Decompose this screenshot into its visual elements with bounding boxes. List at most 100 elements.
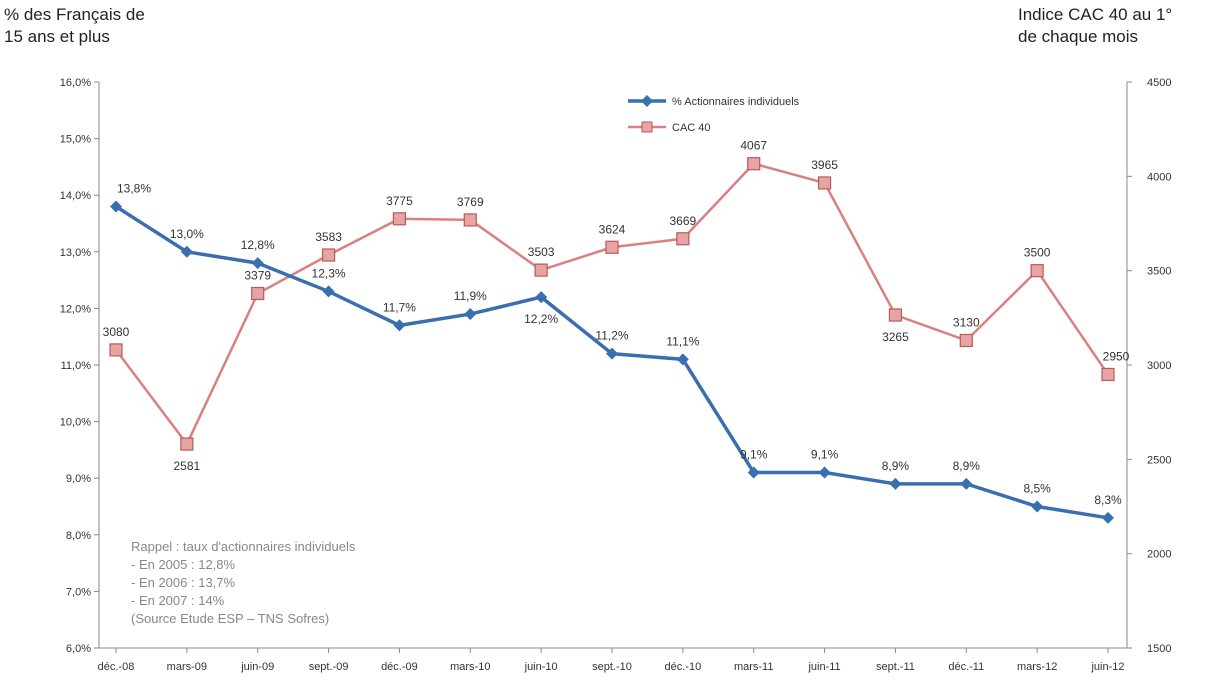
- actionnaires-data-label: 8,9%: [882, 459, 910, 473]
- right-tick-label: 1500: [1147, 643, 1171, 655]
- actionnaires-data-label: 8,3%: [1094, 493, 1122, 507]
- x-tick-label: déc.-09: [381, 661, 418, 673]
- actionnaires-data-label: 11,1%: [666, 334, 699, 348]
- legend-cac40-label: CAC 40: [672, 122, 711, 134]
- right-axis-title-line-2: de chaque mois: [1018, 27, 1139, 46]
- actionnaires-point: [889, 477, 902, 490]
- x-tick-label: juin-10: [524, 661, 558, 673]
- left-tick-label: 13,0%: [60, 247, 91, 259]
- actionnaires-data-label: 13,0%: [170, 227, 204, 241]
- x-tick-label: sept.-11: [876, 661, 915, 673]
- cac40-point: [888, 308, 903, 322]
- x-tick-label: juin-11: [807, 661, 840, 673]
- cac40-point: [747, 157, 761, 171]
- left-tick-label: 7,0%: [66, 586, 91, 598]
- cac40-point: [463, 213, 477, 227]
- left-tick-label: 12,0%: [60, 303, 91, 315]
- cac40-data-label: 3080: [103, 325, 130, 339]
- cac40-data-label: 3669: [670, 214, 697, 228]
- actionnaires-point: [180, 245, 193, 258]
- right-tick-label: 4500: [1147, 77, 1171, 89]
- cac40-point: [392, 212, 407, 226]
- right-tick-label: 3500: [1147, 266, 1171, 278]
- note-line-1: Rappel : taux d'actionnaires individuels: [131, 539, 356, 554]
- left-axis-title-line-2: 15 ans et plus: [4, 27, 110, 46]
- cac40-point: [321, 248, 336, 262]
- cac40-point: [605, 240, 619, 254]
- cac40-data-label: 3379: [244, 268, 271, 282]
- cac40-data-label: 3624: [599, 222, 626, 236]
- cac40-data-label: 2950: [1103, 349, 1130, 363]
- cac40-data-label: 3769: [457, 195, 484, 209]
- right-tick-label: 2000: [1147, 549, 1171, 561]
- actionnaires-point: [464, 308, 477, 321]
- cac40-data-label: 2581: [174, 459, 201, 473]
- actionnaires-point: [322, 285, 335, 298]
- cac40-data-label: 3965: [811, 158, 838, 172]
- x-tick-label: déc.-11: [948, 661, 984, 673]
- x-tick-label: mars-09: [167, 661, 207, 673]
- x-tick-label: sept.-09: [309, 661, 349, 673]
- cac40-data-label: 3583: [315, 230, 342, 244]
- left-tick-label: 6,0%: [66, 643, 91, 655]
- left-tick-label: 16,0%: [60, 77, 91, 89]
- cac40-data-label: 3130: [953, 315, 980, 329]
- left-tick-label: 10,0%: [60, 417, 91, 429]
- cac40-data-label: 3500: [1024, 246, 1051, 260]
- note-line-2: - En 2005 : 12,8%: [131, 557, 236, 572]
- actionnaires-point: [110, 200, 122, 213]
- cac40-point: [676, 232, 690, 246]
- cac40-data-label: 3503: [528, 245, 555, 259]
- actionnaires-point: [1031, 500, 1044, 513]
- x-tick-label: mars-12: [1017, 661, 1057, 673]
- cac40-data-label: 4067: [740, 139, 767, 153]
- cac40-point: [1101, 367, 1115, 382]
- note-line-3: - En 2006 : 13,7%: [131, 575, 236, 590]
- cac40-point: [1030, 264, 1044, 278]
- x-tick-label: mars-10: [450, 661, 490, 673]
- actionnaires-data-label: 8,5%: [1023, 482, 1051, 496]
- cac40-point: [180, 437, 194, 451]
- actionnaires-data-label: 13,8%: [117, 182, 151, 196]
- right-tick-label: 4000: [1147, 171, 1171, 183]
- reminder-note: Rappel : taux d'actionnaires individuels…: [131, 538, 355, 628]
- actionnaires-point: [393, 319, 406, 332]
- note-line-4: - En 2007 : 14%: [131, 593, 225, 608]
- right-axis-title: Indice CAC 40 au 1° de chaque mois: [1018, 4, 1172, 48]
- actionnaires-data-label: 12,3%: [312, 266, 346, 280]
- left-axis-title: % des Français de 15 ans et plus: [4, 4, 145, 48]
- actionnaires-point: [1102, 511, 1114, 524]
- actionnaires-point: [251, 257, 264, 270]
- actionnaires-data-label: 11,9%: [454, 289, 487, 303]
- cac40-point: [959, 333, 973, 348]
- left-axis-title-line-1: % des Français de: [4, 5, 145, 24]
- actionnaires-data-label: 12,8%: [241, 238, 275, 252]
- x-tick-label: juin-12: [1090, 661, 1124, 673]
- cac40-point: [817, 176, 832, 190]
- cac40-point: [534, 263, 548, 277]
- actionnaires-point: [606, 347, 618, 360]
- cac40-point: [251, 286, 265, 301]
- x-tick-label: sept.-10: [592, 661, 632, 673]
- right-tick-label: 2500: [1147, 454, 1171, 466]
- right-tick-label: 3000: [1147, 360, 1171, 372]
- left-tick-label: 11,0%: [61, 360, 92, 372]
- left-tick-label: 9,0%: [66, 473, 91, 485]
- legend-actionnaires-marker: [641, 95, 653, 107]
- left-tick-label: 15,0%: [60, 134, 91, 146]
- left-tick-label: 8,0%: [66, 530, 91, 542]
- x-tick-label: mars-11: [734, 661, 774, 673]
- actionnaires-data-label: 11,7%: [383, 300, 416, 314]
- actionnaires-data-label: 11,2%: [595, 329, 628, 343]
- actionnaires-point: [818, 466, 831, 479]
- actionnaires-point: [535, 291, 548, 304]
- actionnaires-point: [747, 466, 760, 479]
- x-tick-label: déc.-10: [665, 661, 702, 673]
- actionnaires-data-label: 9,1%: [811, 448, 839, 462]
- cac40-data-label: 3775: [386, 194, 413, 208]
- note-line-5: (Source Etude ESP – TNS Sofres): [131, 611, 330, 626]
- actionnaires-data-label: 12,2%: [524, 312, 558, 326]
- actionnaires-data-label: 8,9%: [953, 459, 981, 473]
- x-tick-label: déc.-08: [98, 661, 135, 673]
- cac40-point: [109, 343, 123, 357]
